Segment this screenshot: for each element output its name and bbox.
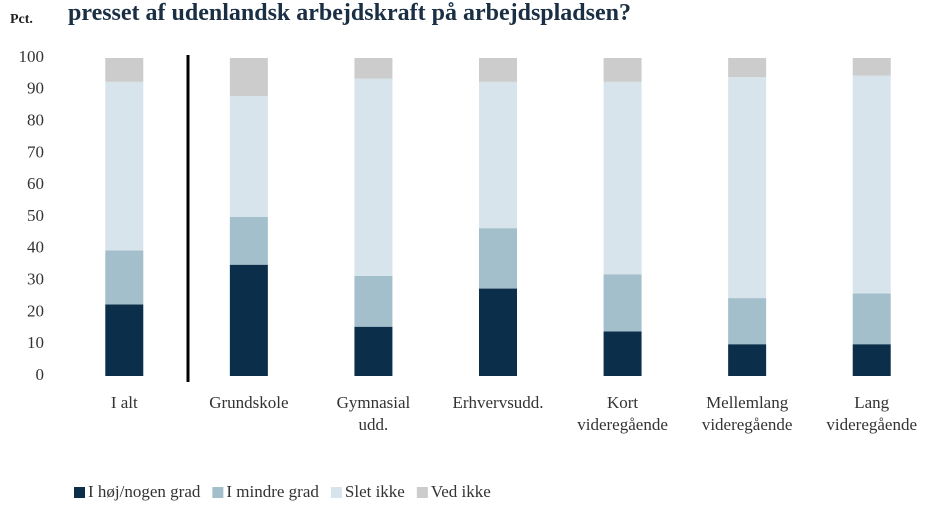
y-tick-label: 90 xyxy=(27,79,44,98)
legend-label: Slet ikke xyxy=(345,482,405,501)
y-tick-label: 40 xyxy=(27,238,44,257)
x-tick-label: Gymnasial udd. xyxy=(337,393,411,434)
bar-segment xyxy=(105,250,144,305)
legend-label: I høj/nogen grad xyxy=(88,482,201,501)
legend-swatch xyxy=(74,487,85,498)
y-tick-label: 50 xyxy=(27,206,44,225)
bar-segment xyxy=(354,78,393,276)
x-tick-label: I alt xyxy=(111,393,138,412)
bar-segment xyxy=(728,58,767,78)
bar-segment xyxy=(354,58,393,79)
bar-segment xyxy=(229,217,268,265)
bar-segment xyxy=(229,264,268,376)
bar-segment xyxy=(479,58,517,82)
bar-segment xyxy=(479,288,517,376)
legend-label: I mindre grad xyxy=(226,482,319,501)
x-tick-label: Lang videregående xyxy=(826,393,917,434)
x-tick-label: Mellemlang videregående xyxy=(702,393,793,434)
y-tick-label: 0 xyxy=(36,365,45,384)
bar-segment xyxy=(105,304,144,376)
bar-segment xyxy=(105,58,144,82)
bar-segment xyxy=(479,81,517,229)
legend-label: Ved ikke xyxy=(431,482,491,501)
y-tick-label: 70 xyxy=(27,142,44,161)
x-tick-label: Erhvervsudd. xyxy=(452,393,543,412)
bar-segment xyxy=(603,274,642,332)
y-tick-label: 80 xyxy=(27,111,44,130)
bar-segment xyxy=(728,77,767,299)
x-tick-label: Grundskole xyxy=(209,393,288,412)
bar-segment xyxy=(354,326,393,376)
y-axis-label: Pct. xyxy=(10,12,33,27)
bar-segment xyxy=(229,96,268,217)
bar-segment xyxy=(105,81,144,251)
bar-segment xyxy=(852,58,891,76)
bar-segment xyxy=(603,58,642,82)
bar-segment xyxy=(852,344,891,376)
bar-segment xyxy=(852,293,891,345)
legend-swatch xyxy=(212,487,224,498)
y-tick-label: 60 xyxy=(27,174,44,193)
bar-segment xyxy=(603,81,642,275)
bar-segment xyxy=(354,275,393,327)
bar-segment xyxy=(852,75,891,294)
bar-segment xyxy=(229,58,268,97)
bar-segment xyxy=(603,331,642,376)
y-tick-label: 100 xyxy=(19,47,45,66)
x-tick-label: Kort videregående xyxy=(577,393,668,434)
bar-segment xyxy=(728,298,767,345)
legend-swatch xyxy=(416,487,428,498)
legend-swatch xyxy=(330,487,342,498)
bar-segment xyxy=(728,344,767,376)
y-tick-label: 10 xyxy=(27,333,44,352)
y-tick-label: 20 xyxy=(27,301,44,320)
chart-title: presset af udenlandsk arbejdskraft på ar… xyxy=(68,0,631,26)
bar-segment xyxy=(479,228,517,289)
y-tick-label: 30 xyxy=(27,270,44,289)
